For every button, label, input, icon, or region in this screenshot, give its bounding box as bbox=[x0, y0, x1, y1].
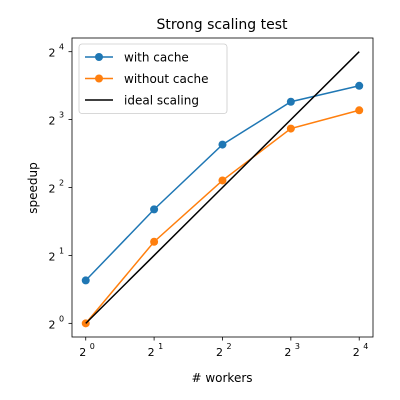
data-point bbox=[218, 140, 227, 149]
legend-box bbox=[78, 43, 228, 114]
data-point bbox=[286, 124, 295, 133]
x-tick-label: 2 bbox=[79, 346, 86, 359]
y-tick-label: 2 bbox=[49, 250, 56, 263]
legend: with cache without cache ideal scaling bbox=[78, 43, 228, 114]
y-tick-exponent: 0 bbox=[59, 314, 64, 323]
legend-item: ideal scaling bbox=[85, 94, 199, 108]
x-axis-label: # workers bbox=[191, 371, 252, 385]
y-tick-exponent: 3 bbox=[59, 111, 64, 120]
x-tick-exponent: 2 bbox=[226, 342, 231, 351]
data-point bbox=[150, 205, 159, 214]
series-2 bbox=[85, 51, 360, 324]
y-tick-label: 2 bbox=[49, 183, 56, 196]
data-point bbox=[355, 106, 364, 115]
chart-title: Strong scaling test bbox=[156, 17, 288, 33]
x-tick-exponent: 4 bbox=[363, 342, 368, 351]
x-tick-exponent: 1 bbox=[158, 342, 163, 351]
y-axis-label: speedup bbox=[26, 162, 40, 213]
y-tick-exponent: 4 bbox=[59, 43, 64, 52]
legend-marker bbox=[95, 53, 103, 61]
y-tick-label: 2 bbox=[49, 47, 56, 60]
legend-label: with cache bbox=[124, 51, 189, 65]
axis-ticks: 2 0 2 1 2 2 2 3 2 42 02 12 22 32 4 bbox=[49, 43, 369, 359]
x-tick-label: 2 bbox=[216, 346, 223, 359]
y-tick-exponent: 2 bbox=[59, 179, 64, 188]
x-tick-exponent: 0 bbox=[90, 342, 95, 351]
legend-label: ideal scaling bbox=[124, 94, 199, 108]
series-line bbox=[85, 51, 360, 324]
legend-item: with cache bbox=[85, 51, 189, 65]
y-tick-label: 2 bbox=[49, 318, 56, 331]
series-1 bbox=[81, 106, 364, 328]
plot-area bbox=[81, 51, 364, 328]
data-point bbox=[355, 81, 364, 90]
x-tick-label: 2 bbox=[353, 346, 360, 359]
y-tick-exponent: 1 bbox=[59, 246, 64, 255]
legend-item: without cache bbox=[85, 72, 208, 86]
y-tick-label: 2 bbox=[49, 115, 56, 128]
data-point bbox=[286, 97, 295, 106]
plot-frame bbox=[71, 37, 374, 338]
x-tick-exponent: 3 bbox=[295, 342, 300, 351]
data-point bbox=[150, 237, 159, 246]
data-point bbox=[218, 176, 227, 185]
legend-marker bbox=[95, 74, 103, 83]
x-tick-label: 2 bbox=[148, 346, 155, 359]
legend-label: without cache bbox=[124, 72, 208, 86]
x-tick-label: 2 bbox=[284, 346, 291, 359]
data-point bbox=[81, 276, 90, 285]
